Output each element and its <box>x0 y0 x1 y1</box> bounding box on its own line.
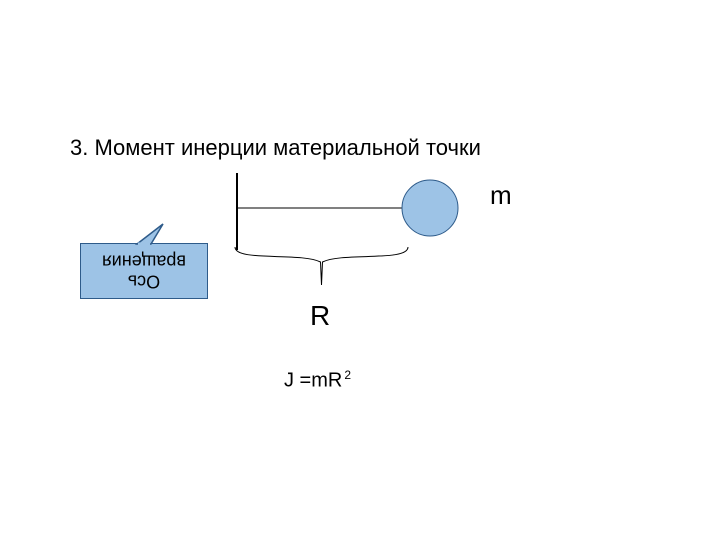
formula-base: J =mR <box>284 370 342 392</box>
axis-callout-line2: вращения <box>102 252 186 272</box>
r-bracket <box>235 247 408 285</box>
formula-exponent: 2 <box>344 368 351 382</box>
slide-stage: 3. Момент инерции материальной точки m R… <box>0 0 720 540</box>
mass-circle <box>402 180 458 236</box>
axis-callout-line1: Ось <box>128 272 160 292</box>
mass-label: m <box>490 180 512 211</box>
moment-of-inertia-formula: J =mR2 <box>284 368 351 393</box>
axis-callout: Ось вращения <box>80 243 208 299</box>
axis-callout-text: Ось вращения <box>102 251 186 291</box>
radius-label: R <box>310 300 330 332</box>
callout-pointer-icon <box>137 224 177 254</box>
